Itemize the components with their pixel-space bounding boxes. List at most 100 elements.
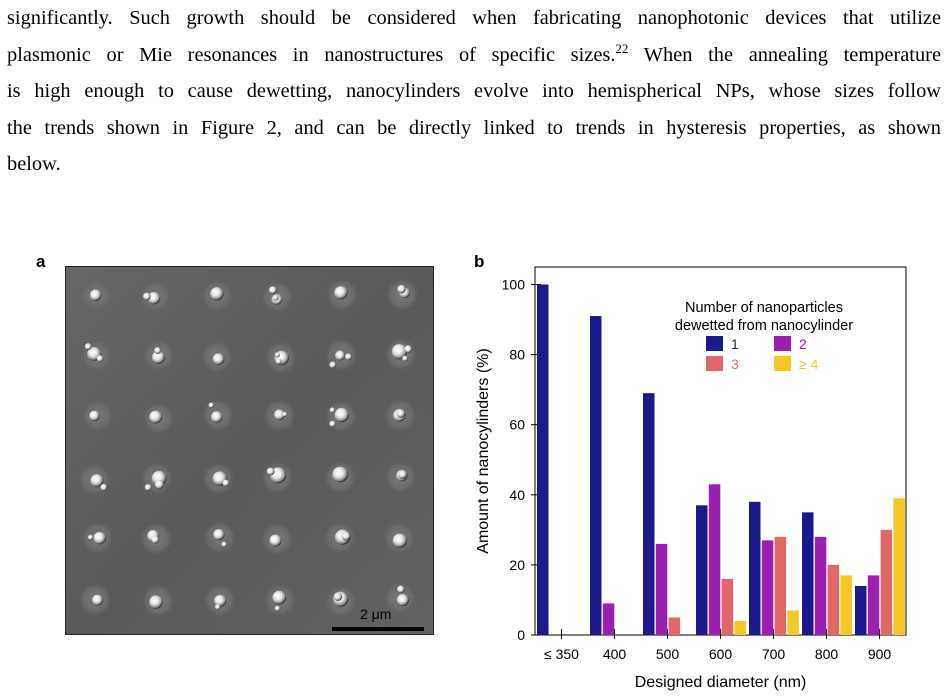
- nanoparticle: [149, 410, 163, 424]
- nanoparticle: [402, 355, 408, 362]
- y-tick-label: 20: [509, 557, 525, 573]
- nanoparticle: [100, 483, 108, 491]
- citation-ref[interactable]: 22: [615, 40, 629, 56]
- bar-series-3: [880, 529, 893, 635]
- paragraph-line-3: is high enough to cause dewetting, nanoc…: [7, 80, 941, 103]
- nanoparticle: [212, 353, 225, 365]
- bar-series-2: [655, 543, 668, 635]
- y-tick-label: 100: [502, 277, 526, 293]
- legend-swatch-3: [706, 356, 723, 371]
- paragraph-line-4: the trends shown in Figure 2, and can be…: [7, 116, 941, 139]
- nanoparticle: [396, 594, 409, 607]
- paragraph-line-2: plasmonic or Mie resonances in nanostruc…: [7, 37, 941, 74]
- bar-series-1: [802, 512, 814, 635]
- legend-swatch-2: [774, 336, 791, 351]
- nanoparticle: [332, 466, 349, 483]
- bar-series-3: [721, 578, 734, 635]
- nanoparticle: [392, 533, 408, 548]
- bar-series-4: [840, 575, 852, 635]
- bar-series-1: [696, 505, 708, 635]
- bar-series-1: [749, 501, 761, 635]
- paragraph-line-2-start: plasmonic or Mie resonances in nanostruc…: [7, 43, 616, 66]
- nanoparticle: [274, 352, 280, 358]
- nanoparticle: [93, 531, 106, 545]
- nanoparticle: [334, 286, 348, 300]
- nanoparticle: [221, 541, 227, 548]
- y-tick-label: 40: [509, 487, 525, 503]
- nanoparticle: [334, 407, 349, 423]
- bar-series-2: [867, 575, 880, 635]
- legend-swatch-1: [706, 336, 723, 351]
- x-tick-label: 600: [709, 646, 733, 662]
- nanoparticle: [144, 484, 152, 491]
- bar-series-1: [643, 393, 655, 635]
- bar-series-4: [734, 620, 746, 635]
- nanoparticle: [397, 284, 406, 294]
- legend-label-2: 2: [799, 336, 807, 352]
- nanoparticle: [282, 411, 288, 417]
- nanoparticle: [92, 594, 104, 606]
- sem-image: [65, 266, 434, 635]
- paragraph-line-2-end: When the annealing temperature: [628, 43, 941, 66]
- x-tick-label: 500: [656, 646, 680, 662]
- nanoparticle: [269, 534, 282, 547]
- nanoparticle: [272, 590, 287, 605]
- bar-series-3: [668, 617, 681, 635]
- nanoparticle: [213, 528, 225, 541]
- panel-b-label: b: [474, 252, 485, 271]
- legend-label-1: 1: [731, 336, 739, 352]
- y-axis-label: Amount of nanocylinders (%): [475, 348, 492, 553]
- legend-label-3: 3: [731, 356, 739, 372]
- x-tick-label: 400: [603, 646, 627, 662]
- nanoparticle: [266, 467, 275, 476]
- nanoparticle: [147, 291, 161, 305]
- x-tick-label: 900: [868, 646, 892, 662]
- nanoparticle: [214, 594, 227, 607]
- nanoparticle: [87, 534, 94, 541]
- nanoparticle: [398, 470, 407, 479]
- x-axis-label: Designed diameter (nm): [635, 674, 807, 691]
- bar-chart: 0 20 40 60 80 100 ≤ 350 400 500 600 700 800 900 Desig…: [475, 266, 907, 691]
- paragraph-line-5: below.: [7, 153, 61, 176]
- x-tick-label: 800: [815, 646, 839, 662]
- nanoparticle: [211, 411, 223, 423]
- bar-series-1: [855, 585, 867, 635]
- nanoparticle: [222, 479, 230, 487]
- nanoparticle: [391, 343, 408, 360]
- nanoparticle: [329, 420, 336, 428]
- nanoparticle: [329, 407, 335, 413]
- body-paragraph: significantly. Such growth should be con…: [7, 0, 941, 183]
- nanoparticle: [84, 343, 92, 350]
- nanoparticle: [96, 355, 104, 362]
- nanoparticle: [149, 595, 163, 609]
- bar-series-3: [774, 536, 787, 635]
- y-tick-label: 60: [509, 417, 525, 433]
- nanoparticle: [274, 409, 285, 421]
- y-tick-label: 0: [517, 627, 525, 643]
- nanoparticle: [397, 585, 405, 593]
- nanoparticle: [89, 289, 102, 302]
- bar-series-2: [761, 540, 774, 635]
- bar-series-3: [827, 564, 840, 635]
- nanoparticle: [333, 592, 343, 601]
- nanoparticle: [341, 531, 351, 541]
- nanoparticle: [89, 410, 100, 422]
- nanoparticle: [154, 347, 162, 354]
- nanoparticle: [151, 350, 165, 364]
- nanoparticle: [154, 480, 164, 490]
- nanoparticle: [268, 286, 277, 295]
- nanoparticle: [335, 350, 346, 361]
- panel-a-label: a: [36, 252, 46, 271]
- nanoparticle: [90, 474, 104, 488]
- bar-series-2: [814, 536, 827, 635]
- nanoparticle: [208, 402, 215, 409]
- bar-series-4: [893, 498, 905, 635]
- x-tick-label: 700: [762, 646, 786, 662]
- bar-series-4: [787, 610, 799, 635]
- legend-swatch-4: [774, 356, 791, 371]
- nanoparticle: [344, 353, 352, 361]
- scale-bar-label: 2 μm: [360, 606, 392, 622]
- nanoparticle: [404, 345, 413, 353]
- legend-title-line-1: Number of nanoparticles: [685, 300, 843, 316]
- paragraph-line-1: significantly. Such growth should be con…: [7, 7, 941, 29]
